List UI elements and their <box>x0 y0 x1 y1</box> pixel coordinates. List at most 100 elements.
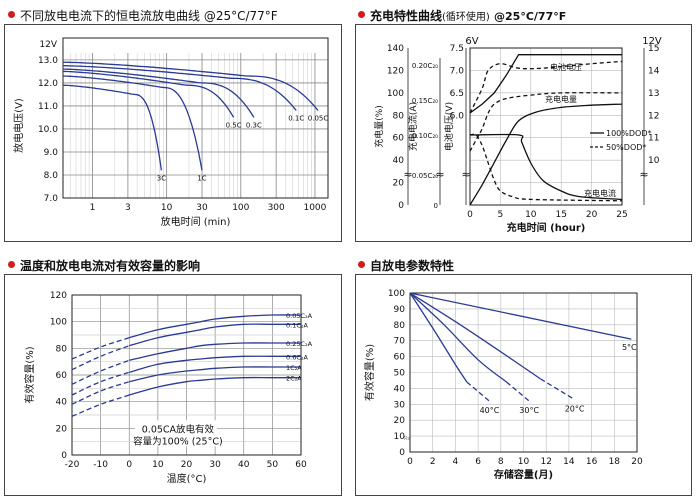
curve-label: 30°C <box>519 406 539 415</box>
x-axis-label: 温度(°C) <box>167 472 207 485</box>
y-tick-label: 7.0 <box>44 194 59 204</box>
capacity-tick-label: 120 <box>387 66 404 76</box>
x-tick-label: 0 <box>407 457 413 467</box>
y-tick-label: 30 <box>394 400 406 410</box>
x-tick-label: 1000 <box>303 203 326 213</box>
curve-label: 0.1C₂A <box>286 321 308 329</box>
plot-area <box>409 292 638 453</box>
panel-frame-selfdischarge <box>355 274 692 496</box>
panel-title-charge-main: 充电特性曲线 <box>370 9 443 23</box>
right-tick-label: 12 <box>648 111 659 121</box>
y-axis-label: 有效容量(%) <box>363 344 376 401</box>
discharge-curve-0.3C <box>62 68 255 118</box>
capacity-tick-label: 60 <box>393 134 405 144</box>
annotation-line-2: 容量为100% (25°C) <box>133 435 223 447</box>
selfdischarge-curve-30°C <box>409 292 507 383</box>
curve-label: 1C₂A <box>286 364 302 372</box>
legend-label-full: 100%DOD* <box>606 129 652 138</box>
x-tick-label: 100 <box>232 203 249 213</box>
voltage-tick-label: 6.5 <box>450 89 464 99</box>
y-tick-label: 60 <box>394 353 406 363</box>
x-tick-label: 10 <box>161 203 173 213</box>
x-tick-label: 50 <box>267 460 279 470</box>
panel-title-charge-temp: @25°C/77°F <box>494 10 567 23</box>
plot-area <box>62 37 329 199</box>
panel-frame-temperature <box>4 274 342 496</box>
curve-label: 0.05C <box>308 115 329 123</box>
panel-title-selfdischarge: 自放电参数特性 <box>370 259 455 273</box>
curve-label: 0.25C₂A <box>286 340 313 348</box>
capacity-tick-label: 0 <box>398 201 404 211</box>
x-tick-label: 10 <box>525 210 537 220</box>
y-tick-label: 9.0 <box>44 148 59 158</box>
charge-curve-充电电量-100% <box>469 103 623 206</box>
selfdischarge-curve-20°C <box>409 292 541 380</box>
curve-label: 0.5C <box>226 121 242 129</box>
x-tick-label: 14 <box>563 457 575 467</box>
voltage-unit-label: 6V <box>465 36 478 47</box>
capacity-tick-label: 80 <box>393 111 405 121</box>
current-tick-label: 0 <box>434 202 438 210</box>
label-voltage: 电池电压 <box>550 62 582 72</box>
label-capacity: 充电电量 <box>545 94 577 104</box>
x-tick-label: 1 <box>90 203 96 213</box>
axis-break: ≈ <box>435 168 444 181</box>
x-tick-label: 5 <box>498 210 504 220</box>
y-tick-label: 20 <box>56 424 68 434</box>
temp-curve-0.1C₂A <box>129 323 301 347</box>
x-tick-label: 30 <box>209 460 221 470</box>
x-axis-label: 放电时间 (min) <box>161 215 231 228</box>
axis-break: ≈ <box>461 168 470 181</box>
x-tick-label: 20 <box>631 457 643 467</box>
right-tick-label: 10 <box>648 156 660 166</box>
x-tick-label: 8 <box>498 457 504 467</box>
x-tick-label: 30 <box>196 203 208 213</box>
y-tick-label: 60 <box>56 371 68 381</box>
x-tick-label: 40 <box>238 460 250 470</box>
x-tick-label: 10 <box>518 457 530 467</box>
x-tick-label: 4 <box>453 457 459 467</box>
y-tick-label: 100 <box>388 289 405 299</box>
x-tick-label: 10 <box>152 460 164 470</box>
right-tick-label: 14 <box>648 66 660 76</box>
y-tick-label: 80 <box>56 344 68 354</box>
curve-label: 3C <box>157 174 166 182</box>
axis-break: ≈ <box>639 168 648 181</box>
current-tick-label: 0.10C₂₀ <box>412 132 438 140</box>
discharge-curve-1C <box>62 75 203 171</box>
curve-label: 1C <box>197 174 206 182</box>
x-tick-label: 15 <box>555 210 566 220</box>
capacity-tick-label: 40 <box>393 156 405 166</box>
current-tick-label: 0.05C₂₀ <box>412 172 438 180</box>
x-tick-label: 16 <box>586 457 598 467</box>
current-tick-label: 0.20C₂₀ <box>412 62 438 70</box>
capacity-axis-label: 充电量(%) <box>373 105 385 148</box>
corner-note: Rs <box>404 436 410 442</box>
y-tick-label: 11.0 <box>38 102 58 112</box>
y-tick-label: 50 <box>394 369 406 379</box>
legend-label-half: 50%DOD* <box>606 143 646 152</box>
discharge-curve-3C <box>62 84 163 171</box>
selfdischarge-dashed-40°C <box>466 381 490 402</box>
title-bullet-temperature <box>8 261 15 268</box>
discharge-curve-0.5C <box>62 70 235 118</box>
y-axis-label: 放电电压(V) <box>12 98 25 153</box>
x-tick-label: 20 <box>181 460 193 470</box>
capacity-tick-label: 100 <box>387 89 404 99</box>
curve-label: 0.05C₂A <box>286 312 313 320</box>
curve-label: 2C₂A <box>286 375 302 383</box>
title-bullet-selfdischarge <box>358 261 365 268</box>
charge-curve-电池电压-50% <box>469 60 623 114</box>
curve-label: 0.1C <box>288 115 304 123</box>
x-tick-label: 12 <box>540 457 551 467</box>
x-tick-label: 300 <box>268 203 285 213</box>
selfdischarge-curve-5°C <box>409 292 632 340</box>
panel-frame-charge <box>355 24 692 242</box>
x-tick-label: 6 <box>475 457 481 467</box>
panel-frame-discharge <box>4 24 342 242</box>
temp-curve-0.6C₂A <box>129 355 301 373</box>
